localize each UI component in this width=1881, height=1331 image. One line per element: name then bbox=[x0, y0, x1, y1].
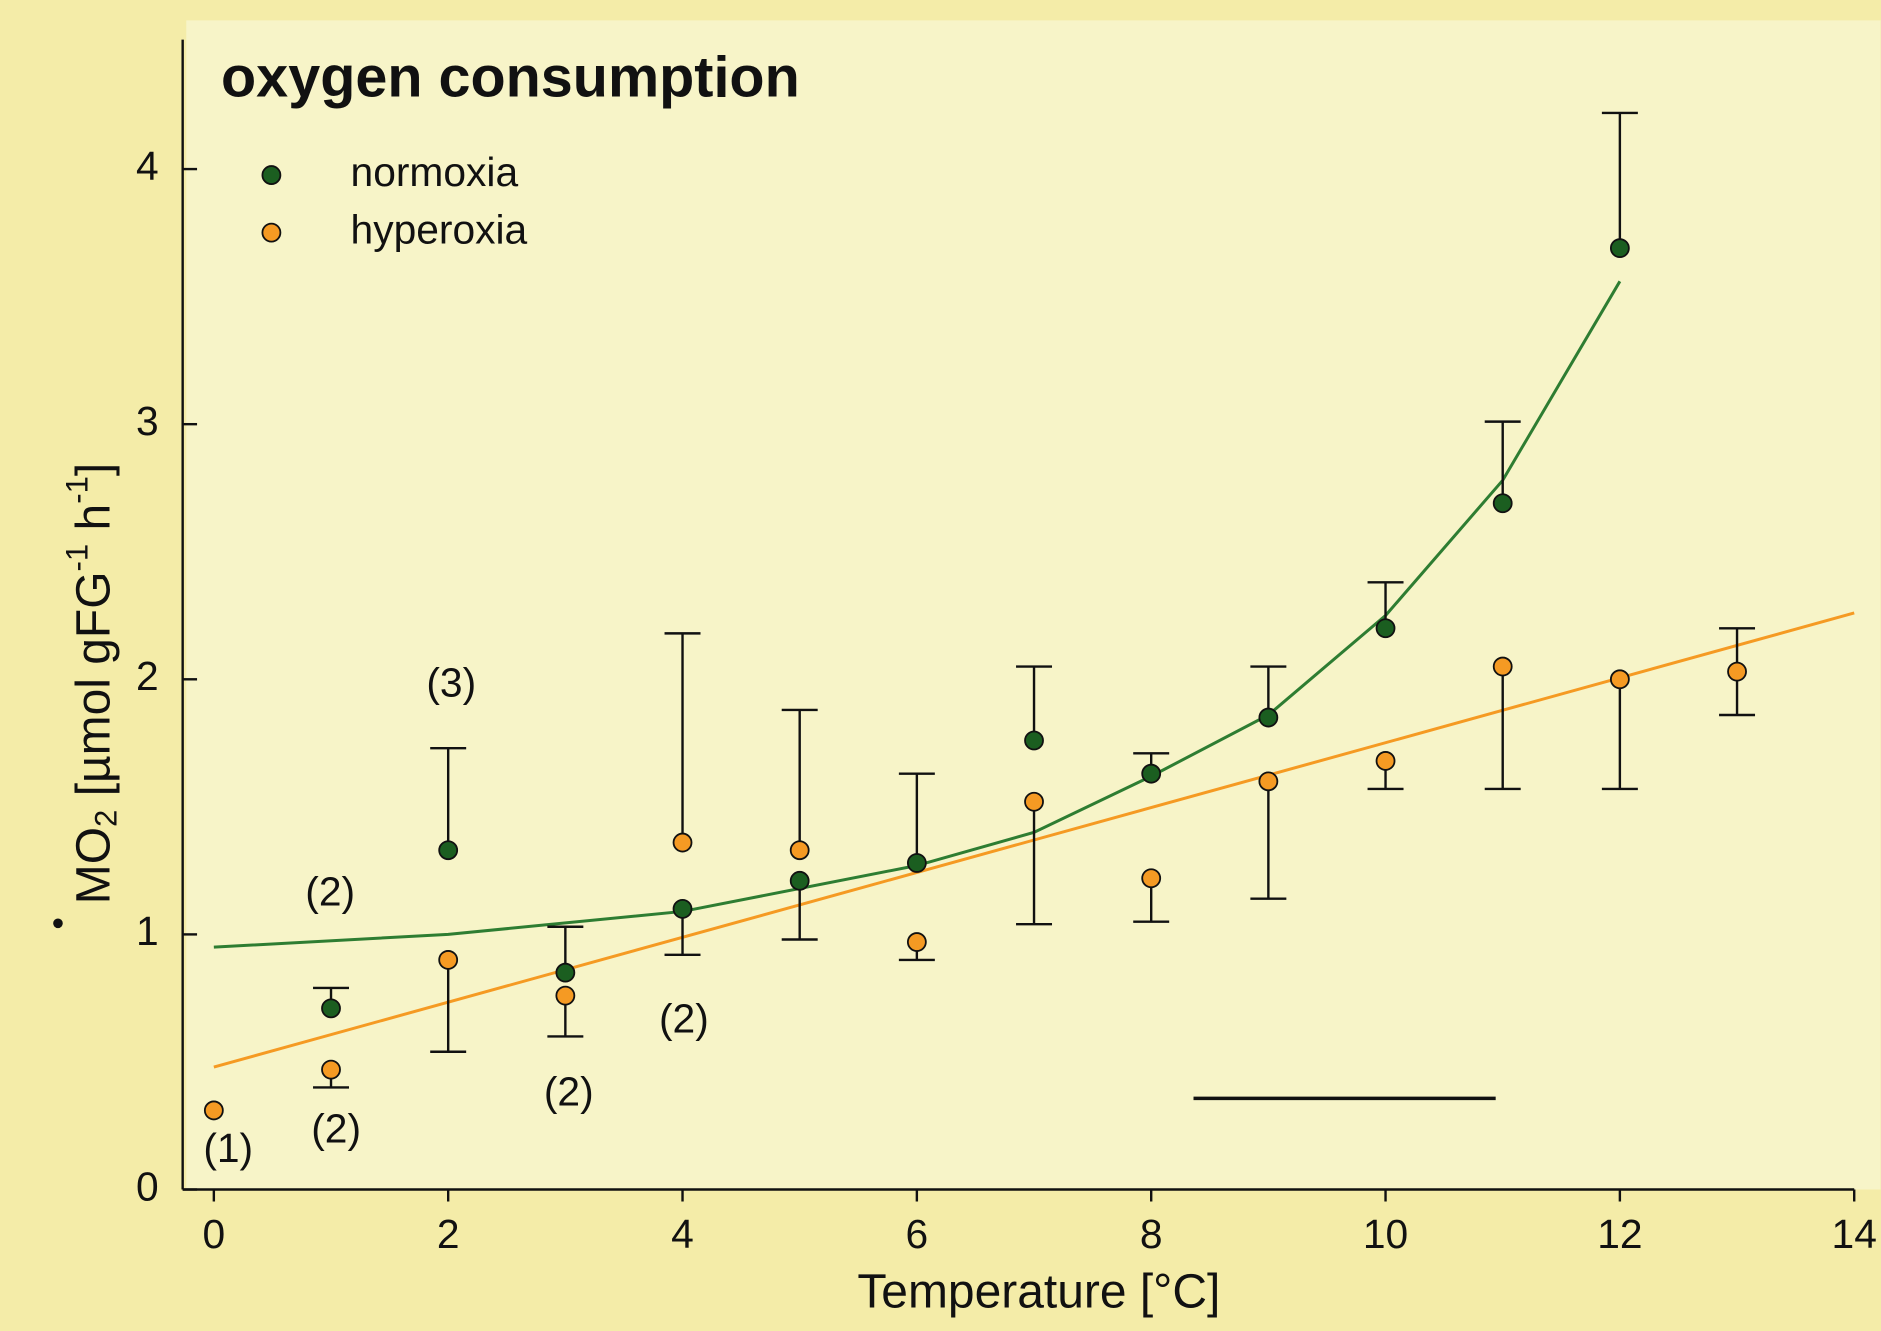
legend-marker bbox=[261, 165, 282, 185]
x-tick-label: 8 bbox=[1140, 1211, 1163, 1257]
legend-marker bbox=[261, 222, 282, 243]
data-point bbox=[1727, 661, 1747, 682]
y-label-part: [µmol gFG bbox=[67, 571, 120, 809]
data-point bbox=[1258, 771, 1279, 792]
data-point bbox=[672, 832, 693, 853]
error-bar bbox=[898, 772, 935, 863]
y-label-sup: -1 bbox=[60, 544, 95, 572]
y-tick-label: 0 bbox=[136, 1163, 159, 1209]
annotation: (1) bbox=[203, 1125, 253, 1171]
data-point bbox=[1024, 791, 1044, 812]
annotation: (2) bbox=[305, 868, 355, 914]
error-bar bbox=[781, 708, 818, 851]
y-label-part: h bbox=[67, 504, 120, 544]
data-point bbox=[203, 1100, 224, 1121]
error-bar bbox=[1016, 801, 1053, 926]
x-tick-label: 2 bbox=[437, 1211, 460, 1257]
data-point bbox=[1141, 868, 1162, 889]
y-label-sup: -1 bbox=[60, 476, 95, 504]
y-label-dot bbox=[53, 918, 63, 929]
y-tick-label: 2 bbox=[136, 653, 159, 699]
error-bar bbox=[1484, 666, 1521, 791]
data-point bbox=[1492, 656, 1513, 677]
error-bar bbox=[1016, 665, 1053, 741]
x-tick-label: 12 bbox=[1597, 1211, 1642, 1257]
error-bar bbox=[1601, 679, 1638, 791]
x-tick-label: 6 bbox=[906, 1211, 929, 1257]
data-point bbox=[1375, 751, 1396, 771]
x-tick-label: 14 bbox=[1832, 1211, 1877, 1257]
error-bar bbox=[430, 746, 467, 851]
error-bar bbox=[1484, 420, 1521, 504]
y-tick-label: 3 bbox=[136, 398, 159, 444]
data-point bbox=[1024, 730, 1044, 751]
y-tick-label: 4 bbox=[136, 143, 159, 189]
data-point bbox=[1609, 238, 1630, 259]
chart-title: oxygen consumption bbox=[221, 46, 800, 110]
error-bar bbox=[1601, 111, 1638, 249]
data-point bbox=[438, 950, 459, 970]
data-point bbox=[906, 853, 927, 873]
x-axis-label: Temperature [°C] bbox=[857, 1266, 1220, 1319]
y-tick-label: 1 bbox=[136, 908, 159, 954]
data-point bbox=[1492, 493, 1513, 514]
data-point bbox=[906, 932, 927, 952]
error-bar bbox=[664, 632, 701, 843]
data-point bbox=[1609, 669, 1630, 690]
data-point bbox=[1258, 707, 1279, 728]
annotation: (2) bbox=[311, 1106, 361, 1152]
data-point bbox=[789, 840, 810, 861]
fit-line bbox=[213, 280, 1622, 949]
annotation: (2) bbox=[659, 995, 709, 1041]
data-point bbox=[321, 998, 341, 1019]
data-point bbox=[1375, 618, 1396, 639]
data-point bbox=[555, 962, 576, 983]
error-bar bbox=[430, 959, 467, 1053]
plot-area bbox=[186, 20, 1881, 1190]
x-tick-label: 4 bbox=[671, 1211, 694, 1257]
data-point bbox=[321, 1059, 341, 1080]
legend-label: normoxia bbox=[351, 149, 519, 195]
annotation: (2) bbox=[544, 1069, 594, 1115]
y-label-sub: 2 bbox=[89, 810, 124, 827]
data-point bbox=[1141, 763, 1162, 784]
y-axis-label: MO2 [µmol gFG-1 h-1] bbox=[60, 463, 124, 904]
x-tick-label: 0 bbox=[203, 1211, 226, 1257]
legend-label: hyperoxia bbox=[351, 206, 528, 252]
data-point bbox=[438, 840, 459, 861]
data-point bbox=[555, 985, 576, 1006]
data-point bbox=[672, 898, 693, 919]
annotation: (3) bbox=[426, 660, 476, 706]
error-bar bbox=[1250, 781, 1287, 900]
data-point bbox=[789, 870, 810, 891]
y-label-part: MO bbox=[67, 827, 120, 904]
y-label-part: ] bbox=[67, 463, 120, 476]
x-tick-label: 10 bbox=[1363, 1211, 1408, 1257]
